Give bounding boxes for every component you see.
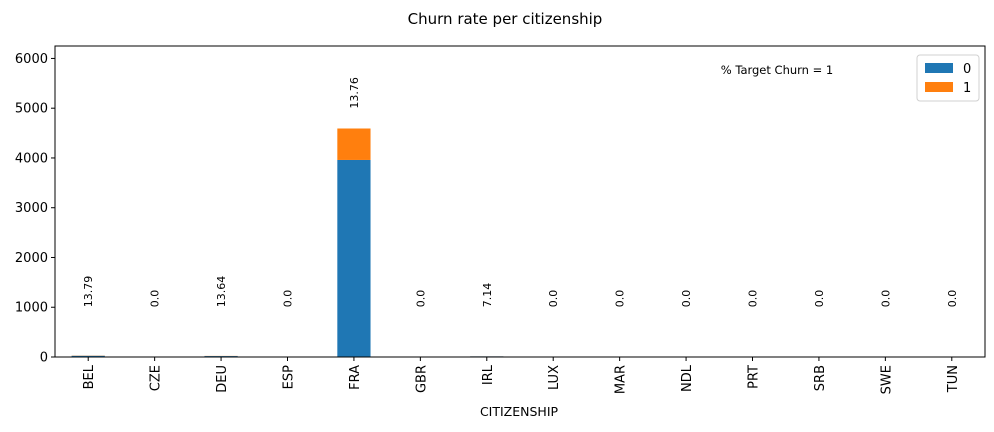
annotation-label-cze: 0.0: [149, 290, 162, 308]
y-tick-label: 3000: [15, 201, 48, 216]
x-tick-label-prt: PRT: [747, 365, 762, 389]
x-tick-label-tun: TUN: [946, 365, 961, 393]
bar-fra-series-1: [337, 129, 370, 160]
x-tick-label-esp: ESP: [282, 365, 297, 389]
x-axis-label: CITIZENSHIP: [480, 404, 559, 419]
x-tick-label-irl: IRL: [481, 364, 496, 385]
legend-label-1: 1: [963, 81, 971, 96]
chart-title: Churn rate per citizenship: [408, 10, 603, 28]
annotation-label-esp: 0.0: [282, 290, 295, 308]
annotation-label-srb: 0.0: [813, 290, 826, 308]
annotation-label-fra: 13.76: [348, 77, 361, 109]
x-tick-label-ndl: NDL: [680, 364, 695, 392]
annotation-label-ndl: 0.0: [680, 290, 693, 308]
x-tick-label-srb: SRB: [813, 365, 828, 391]
annotation-title: % Target Churn = 1: [721, 63, 834, 77]
annotation-label-tun: 0.0: [946, 290, 959, 308]
x-tick-label-lux: LUX: [547, 365, 562, 390]
legend: 01: [917, 55, 979, 101]
bar-fra-series-0: [337, 160, 370, 357]
annotation-label-deu: 13.64: [215, 276, 228, 308]
x-tick-label-cze: CZE: [149, 365, 164, 391]
annotation-label-bel: 13.79: [82, 276, 95, 308]
y-tick-label: 6000: [15, 52, 48, 67]
y-tick-label: 2000: [15, 251, 48, 266]
y-tick-label: 4000: [15, 151, 48, 166]
x-tick-label-deu: DEU: [215, 365, 230, 393]
x-tick-label-fra: FRA: [348, 365, 363, 390]
annotation-label-gbr: 0.0: [414, 290, 427, 308]
y-tick-label: 0: [40, 351, 48, 366]
annotation-label-swe: 0.0: [879, 290, 892, 308]
legend-swatch-1: [925, 82, 953, 92]
plot-frame: [55, 46, 985, 357]
x-tick-label-swe: SWE: [879, 365, 894, 394]
legend-swatch-0: [925, 63, 953, 73]
x-tick-label-gbr: GBR: [414, 365, 429, 393]
y-tick-label: 1000: [15, 301, 48, 316]
plot-area: 13.79 0.0 13.64 0.0 13.76 0.0 7.14 0.0 0.0 0.0 0.0…: [15, 46, 985, 394]
x-tick-label-bel: BEL: [82, 364, 97, 389]
legend-label-0: 0: [963, 62, 971, 77]
annotation-label-prt: 0.0: [747, 290, 760, 308]
annotation-label-irl: 7.14: [481, 283, 494, 308]
annotation-label-mar: 0.0: [614, 290, 627, 308]
annotation-label-lux: 0.0: [547, 290, 560, 308]
y-tick-label: 5000: [15, 102, 48, 117]
x-tick-label-mar: MAR: [614, 365, 629, 394]
